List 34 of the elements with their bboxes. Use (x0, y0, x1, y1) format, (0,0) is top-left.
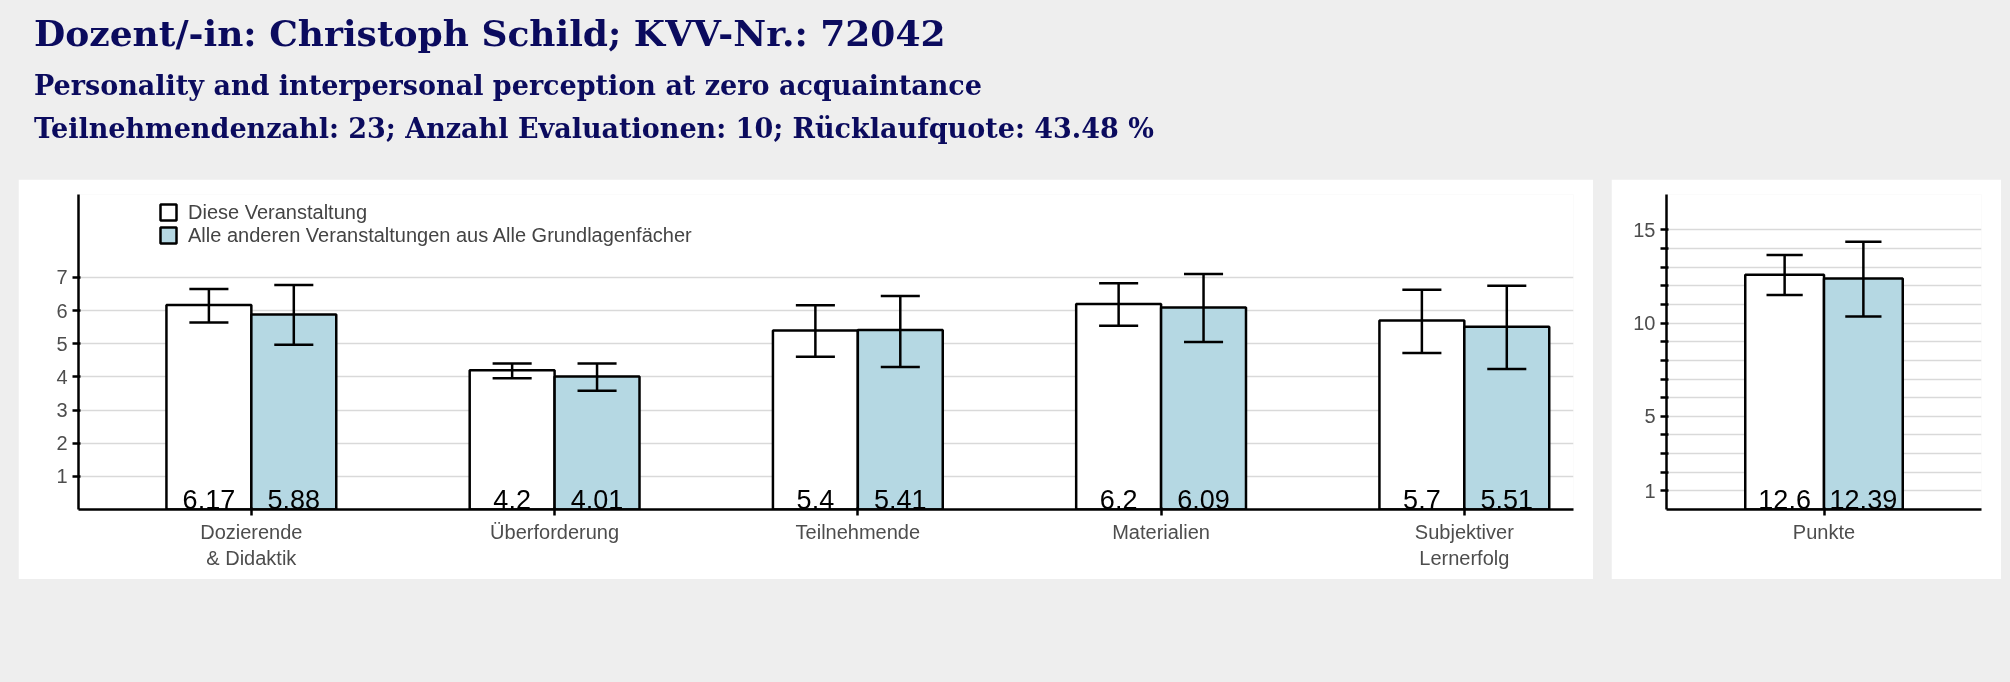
data-label: 5.41 (874, 484, 927, 515)
legend-label: Diese Veranstaltung (188, 200, 368, 224)
data-label: 6.2 (1099, 484, 1138, 515)
x-tick-label: Teilnehmende (795, 520, 921, 543)
y-tick-label: 1 (1644, 479, 1656, 502)
y-tick-label: 1 (56, 464, 68, 487)
data-label: 5.4 (796, 484, 835, 515)
data-label: 12.6 (1758, 484, 1811, 515)
x-tick-label: Überforderung (490, 520, 620, 543)
data-label: 5.7 (1403, 484, 1441, 515)
x-tick-label: Materialien (1112, 520, 1210, 543)
text: Teilnehmendenzahl: 23; Anzahl Evaluationen: 10; Rücklaufquote: 43.48 % (34, 112, 1154, 146)
y-tick-label: 5 (1644, 404, 1656, 427)
x-tick-label: Subjektiver Lernerfolg (1414, 520, 1515, 569)
x-tick-label: Punkte (1792, 520, 1856, 543)
data-label: 4.01 (570, 484, 624, 515)
y-tick-label: 6 (56, 299, 68, 322)
chart-title: Dozent/-in: Christoph Schild; KVV-Nr.: 72042 (34, 11, 946, 56)
data-label: 5.88 (267, 484, 321, 515)
x-tick-label: Dozierende & Didaktik (200, 520, 303, 569)
y-tick-label: 2 (56, 431, 68, 454)
data-label: 4.2 (493, 484, 531, 515)
legend-label: Alle anderen Veranstaltungen aus Alle Grundlagenfächer (188, 223, 692, 247)
data-label: 12.39 (1829, 484, 1898, 515)
y-tick-label: 3 (56, 398, 68, 421)
y-tick-label: 4 (56, 365, 68, 388)
data-label: 6.17 (182, 484, 236, 515)
y-tick-label: 10 (1633, 311, 1656, 334)
data-label: 5.51 (1480, 484, 1534, 515)
y-tick-label: 15 (1633, 218, 1656, 241)
y-tick-label: 5 (56, 332, 68, 355)
data-label: 6.09 (1177, 484, 1230, 515)
y-tick-label: 7 (56, 265, 68, 288)
chart-subtitle: Personality and interpersonal perception at zero acquaintance (34, 69, 982, 104)
